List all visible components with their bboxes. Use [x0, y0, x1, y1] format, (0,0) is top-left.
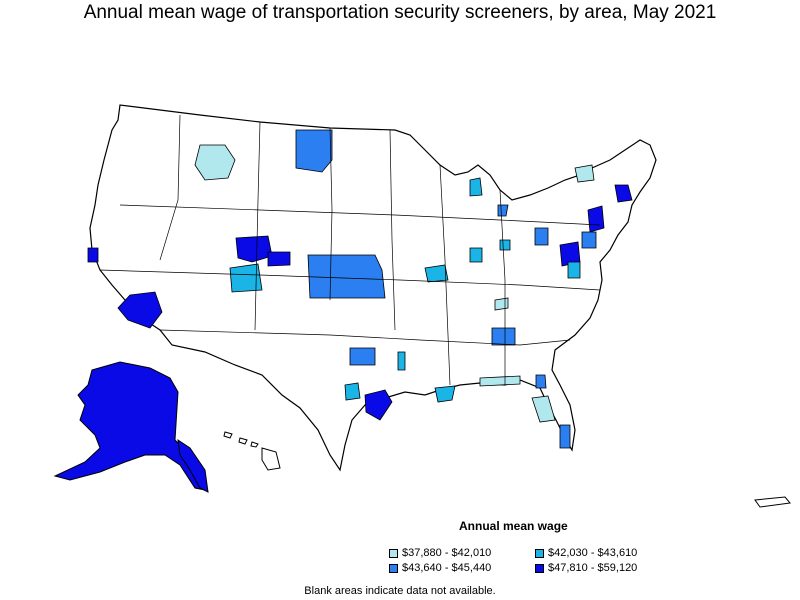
area-texas-houston-dark — [364, 389, 393, 421]
area-kansas-mid — [307, 254, 386, 299]
legend-label-2: $42,030 - $43,610 — [548, 547, 638, 559]
area-michigan-mid — [469, 177, 483, 197]
area-fills — [87, 129, 633, 449]
area-missouri-mid — [424, 264, 449, 283]
area-vermont-light — [574, 164, 595, 183]
state-borders — [99, 114, 601, 386]
area-florida-light — [531, 395, 556, 423]
area-arkansas-mid — [397, 351, 406, 371]
legend-label-3: $43,640 - $45,440 — [402, 562, 492, 574]
legend-item-2: $42,030 - $43,610 — [535, 547, 637, 559]
area-colorado-light-blue — [229, 263, 263, 293]
area-jacksonville-mid — [535, 374, 547, 389]
legend-swatch-4 — [535, 563, 544, 573]
area-tennessee-light — [494, 297, 509, 311]
alaska-outline — [53, 361, 206, 491]
area-newjersey-mid — [581, 231, 597, 249]
area-virginia-mid — [567, 261, 581, 279]
area-newyork-dark — [587, 205, 605, 233]
area-indiana-mid — [469, 247, 483, 263]
legend-label-4: $47,810 - $59,120 — [548, 562, 638, 574]
legend-label-1: $37,880 - $42,010 — [402, 547, 492, 559]
area-montana-light — [194, 144, 236, 181]
area-ohio-mid — [499, 239, 511, 251]
map-title: Annual mean wage of transportation secur… — [83, 2, 717, 23]
legend-item-4: $47,810 - $59,120 — [535, 562, 637, 574]
alaska-panhandle — [177, 438, 209, 493]
area-michigan-east-mid — [497, 204, 509, 217]
legend-swatch-1 — [389, 548, 398, 558]
blank-areas-note: Blank areas indicate data not available. — [304, 585, 496, 597]
area-atlanta-mid — [491, 327, 516, 346]
area-california-dark — [87, 247, 99, 263]
area-northdakota-mid — [295, 129, 333, 173]
area-denver-dark — [235, 235, 273, 263]
area-gulfcoast-light — [479, 375, 521, 387]
legend-swatch-3 — [389, 563, 398, 573]
area-miami-mid — [559, 424, 571, 449]
legend-title: Annual mean wage — [459, 519, 568, 533]
hawaii-islands — [223, 431, 281, 471]
area-neworleans-mid — [434, 385, 456, 403]
area-texas-austin-mid — [344, 382, 361, 401]
legend-item-1: $37,880 - $42,010 — [389, 547, 491, 559]
area-pennsylvania-mid — [534, 227, 549, 246]
puerto-rico-outline — [754, 496, 791, 508]
area-denver-east-dark — [267, 251, 291, 267]
area-boston-dark — [614, 184, 633, 203]
area-arizona-dark — [117, 291, 163, 329]
area-oklahoma-mid — [349, 347, 376, 366]
legend-swatch-2 — [535, 548, 544, 558]
legend-item-3: $43,640 - $45,440 — [389, 562, 491, 574]
